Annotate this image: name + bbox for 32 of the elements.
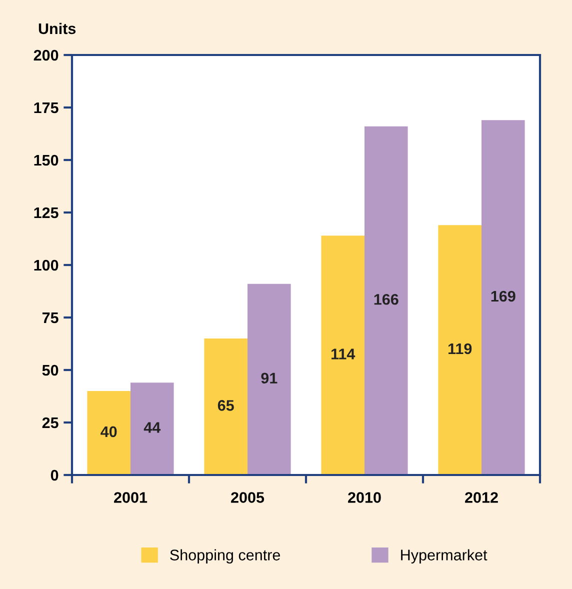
bar bbox=[438, 225, 482, 475]
bar bbox=[130, 382, 174, 475]
data-label: 166 bbox=[374, 294, 398, 305]
y-tick-label: 0 bbox=[50, 470, 58, 481]
bar bbox=[364, 126, 408, 475]
y-tick-label: 150 bbox=[34, 154, 58, 166]
bar bbox=[204, 338, 248, 475]
data-label: 91 bbox=[261, 372, 278, 384]
data-label: 40 bbox=[100, 426, 117, 438]
y-tick-label: 175 bbox=[34, 102, 58, 114]
x-tick-label: 2001 bbox=[114, 492, 148, 503]
bar bbox=[482, 120, 525, 475]
x-tick-label: 2005 bbox=[231, 492, 264, 503]
y-tick-label: 50 bbox=[42, 364, 58, 376]
legend-label: Hypermarket bbox=[401, 549, 488, 564]
legend-label: Shopping centre bbox=[170, 549, 280, 564]
y-tick-label: 200 bbox=[34, 50, 58, 61]
data-label: 169 bbox=[491, 290, 516, 302]
data-label: 119 bbox=[448, 343, 472, 354]
x-tick-label: 2010 bbox=[348, 492, 381, 503]
y-tick-label: 125 bbox=[34, 207, 58, 218]
data-label: 44 bbox=[144, 422, 161, 433]
bar bbox=[87, 391, 130, 475]
data-label: 114 bbox=[331, 348, 356, 360]
data-label: 65 bbox=[218, 400, 234, 411]
y-tick-label: 25 bbox=[42, 417, 58, 428]
y-tick-label: 100 bbox=[34, 260, 58, 271]
y-axis-title: Units bbox=[38, 22, 76, 34]
y-tick-label: 75 bbox=[42, 312, 58, 324]
bar bbox=[248, 284, 291, 475]
bar bbox=[321, 236, 364, 475]
x-tick-label: 2012 bbox=[465, 492, 498, 503]
